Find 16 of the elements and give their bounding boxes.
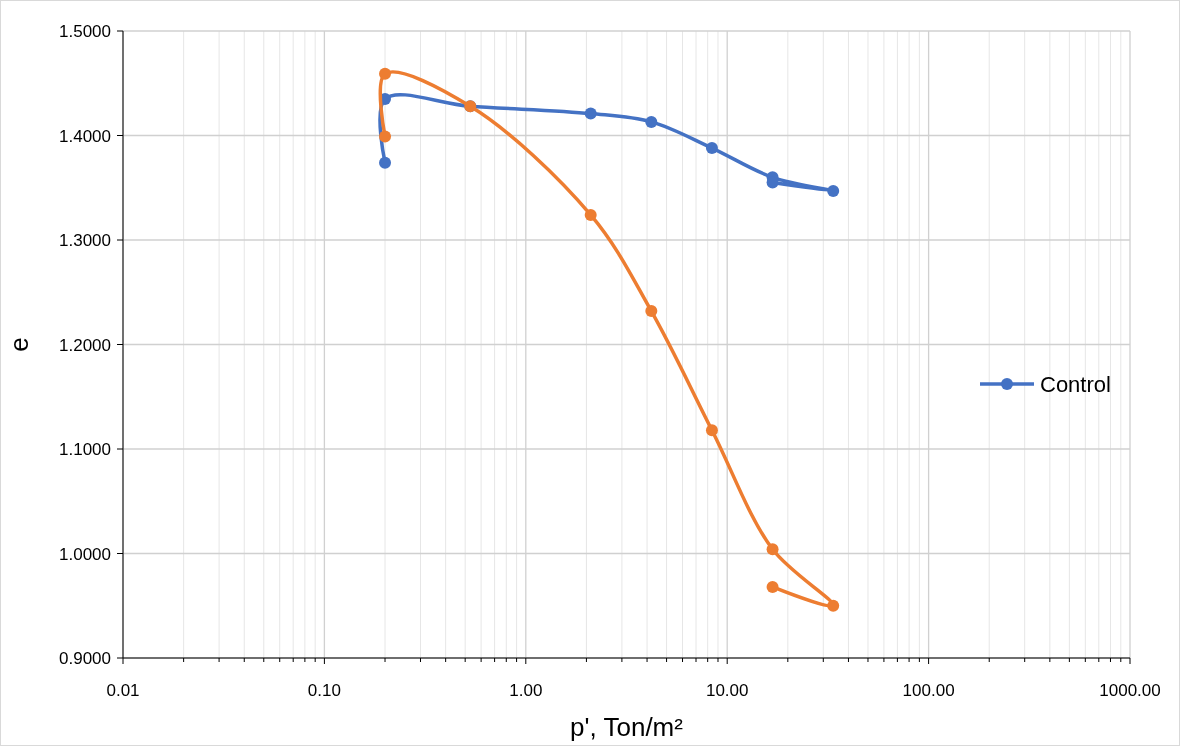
y-tick-label: 1.3000 (59, 231, 111, 250)
legend-label: Control (1040, 372, 1111, 397)
y-tick-label: 1.4000 (59, 126, 111, 146)
y-axis-title: e (4, 337, 34, 352)
x-tick-label: 0.10 (307, 681, 341, 700)
x-tick-label: 10.00 (705, 681, 749, 700)
y-tick-label: 1.1000 (59, 440, 111, 459)
y-tick-label: 1.2000 (59, 335, 111, 355)
x-tick-label: 100.00 (902, 681, 955, 700)
x-tick-label: 1.00 (509, 681, 543, 700)
x-tick-label: 0.01 (106, 681, 140, 700)
y-tick-label: 1.0000 (59, 544, 111, 564)
x-tick-label: 1000.00 (1099, 681, 1161, 700)
y-tick-label: 1.5000 (59, 22, 111, 41)
y-tick-label: 0.9000 (59, 649, 111, 668)
x-axis-title: p', Ton/m² (570, 712, 684, 742)
